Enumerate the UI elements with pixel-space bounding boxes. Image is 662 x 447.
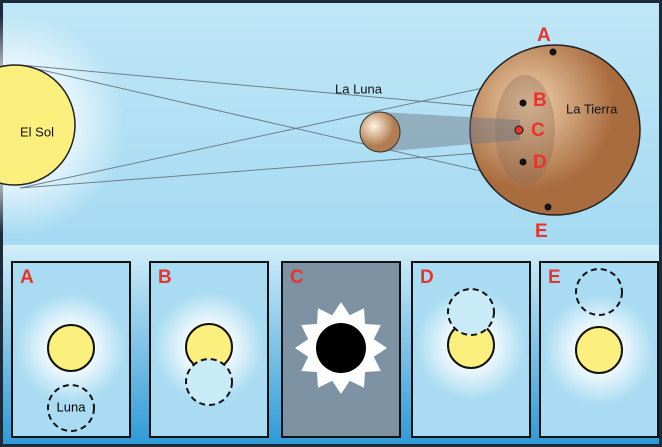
point-label: C [531, 120, 545, 141]
point-b [520, 100, 527, 107]
point-c [515, 126, 523, 134]
point-d [520, 159, 527, 166]
point-e [545, 204, 552, 211]
eclipse-diagram: El Sol La Luna La Tierra A B C D E Luna A… [0, 0, 662, 447]
point-label: E [535, 221, 548, 242]
moon-label: Luna [57, 399, 87, 414]
eclipsed-sun [316, 323, 366, 373]
panel-label: B [158, 267, 172, 288]
panel-label: E [548, 267, 561, 288]
moon [360, 112, 400, 152]
sun [576, 327, 622, 373]
sun-label: El Sol [20, 124, 54, 139]
point-label: A [537, 25, 551, 46]
panel-label: D [420, 267, 434, 288]
earth-label: La Tierra [566, 101, 618, 116]
moon-label: La Luna [335, 81, 383, 96]
point-label: D [533, 152, 547, 173]
point-a [550, 49, 557, 56]
panel-label: C [290, 267, 304, 288]
point-label: B [533, 90, 547, 111]
sun [48, 325, 94, 371]
panels: Luna A B C D E [12, 262, 658, 437]
panel-label: A [20, 267, 34, 288]
